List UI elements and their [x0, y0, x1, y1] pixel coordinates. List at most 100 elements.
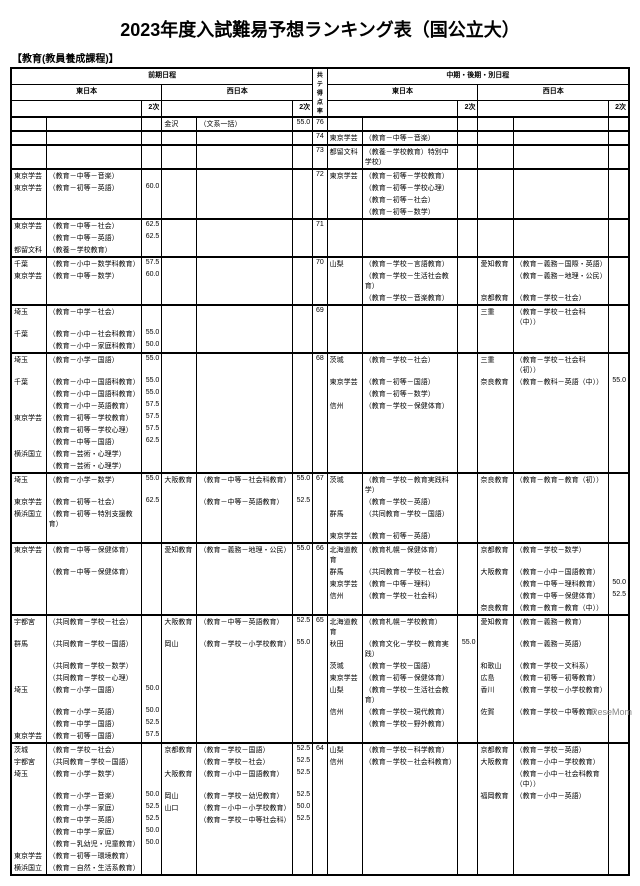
- table-cell: [478, 508, 513, 530]
- table-cell: [608, 566, 629, 578]
- table-cell: [608, 270, 629, 292]
- table-cell: 東京学芸: [327, 131, 362, 145]
- table-cell: [513, 718, 608, 730]
- table-cell: [362, 424, 457, 436]
- table-cell: 57.5: [141, 257, 162, 270]
- table-cell: （教育－小中－学校教育）: [513, 756, 608, 768]
- table-cell: [457, 718, 478, 730]
- table-cell: [46, 206, 141, 219]
- table-cell: [457, 802, 478, 814]
- table-cell: [292, 292, 313, 305]
- table-cell: [292, 169, 313, 182]
- table-cell: [478, 730, 513, 743]
- table-cell: [197, 602, 292, 615]
- table-cell: （教育－学校－科学教育）: [362, 743, 457, 756]
- table-cell: [327, 460, 362, 473]
- table-cell: （共同教育－学校－数学）: [46, 660, 141, 672]
- table-cell: [327, 182, 362, 194]
- table-cell: [513, 838, 608, 850]
- table-cell: [197, 566, 292, 578]
- table-cell: [362, 862, 457, 875]
- table-cell: [11, 826, 46, 838]
- table-cell: （教育－教育－教育（中））: [513, 602, 608, 615]
- table-cell: [162, 244, 197, 257]
- table-cell: [11, 232, 46, 244]
- table-cell: [313, 730, 327, 743]
- table-cell: 55.0: [292, 543, 313, 566]
- table-cell: （教育－初等－初等教育）: [513, 672, 608, 684]
- table-cell: [478, 145, 513, 169]
- table-cell: [457, 460, 478, 473]
- table-cell: [327, 768, 362, 790]
- table-cell: 50.0: [141, 340, 162, 353]
- table-cell: 北海道教育: [327, 543, 362, 566]
- table-cell: [457, 660, 478, 672]
- table-cell: [162, 706, 197, 718]
- table-cell: [46, 602, 141, 615]
- table-cell: [141, 206, 162, 219]
- table-cell: [162, 400, 197, 412]
- table-cell: （教養－学校教育）特別中学校）: [362, 145, 457, 169]
- table-cell: 大阪教育: [162, 473, 197, 496]
- table-cell: [292, 578, 313, 590]
- table-cell: [292, 826, 313, 838]
- table-cell: [11, 206, 46, 219]
- table-cell: 62.5: [141, 496, 162, 508]
- table-cell: [11, 131, 46, 145]
- table-cell: [141, 292, 162, 305]
- table-cell: [162, 219, 197, 232]
- table-cell: [292, 424, 313, 436]
- header-exam-3: 2次: [457, 100, 478, 117]
- table-cell: [292, 838, 313, 850]
- table-cell: （教育－学校－野外教育）: [362, 718, 457, 730]
- table-cell: [141, 145, 162, 169]
- table-cell: [362, 448, 457, 460]
- table-cell: （教育－教育－教育（初））: [513, 473, 608, 496]
- table-cell: [292, 305, 313, 328]
- table-cell: [11, 660, 46, 672]
- table-cell: [327, 424, 362, 436]
- table-cell: [478, 448, 513, 460]
- table-cell: [313, 578, 327, 590]
- table-cell: [478, 530, 513, 543]
- table-cell: [608, 802, 629, 814]
- table-cell: 京都教育: [478, 543, 513, 566]
- table-cell: （教育－中等－英語教育）: [197, 615, 292, 638]
- table-cell: [327, 826, 362, 838]
- table-cell: [608, 543, 629, 566]
- table-cell: （教育－初等－学校教育）: [362, 169, 457, 182]
- table-cell: [292, 244, 313, 257]
- table-cell: 東京学芸: [327, 530, 362, 543]
- table-cell: [292, 602, 313, 615]
- table-cell: [362, 730, 457, 743]
- table-cell: 奈良教育: [478, 376, 513, 388]
- table-cell: 都留文科: [327, 145, 362, 169]
- table-cell: [197, 590, 292, 602]
- table-cell: [313, 244, 327, 257]
- table-cell: [608, 244, 629, 257]
- table-cell: 愛知教育: [162, 543, 197, 566]
- table-cell: [197, 340, 292, 353]
- table-cell: 埼玉: [11, 305, 46, 328]
- table-cell: [197, 838, 292, 850]
- table-cell: [313, 660, 327, 672]
- table-cell: [292, 672, 313, 684]
- table-cell: [608, 838, 629, 850]
- table-cell: [46, 117, 141, 131]
- table-cell: [457, 602, 478, 615]
- table-cell: （教育－学校－音楽教育）: [362, 292, 457, 305]
- table-cell: [197, 328, 292, 340]
- table-cell: [608, 602, 629, 615]
- table-cell: [197, 388, 292, 400]
- table-cell: [608, 862, 629, 875]
- table-cell: （共同教育－学校－国語）: [46, 638, 141, 660]
- table-cell: [162, 182, 197, 194]
- table-cell: [327, 602, 362, 615]
- table-cell: [313, 530, 327, 543]
- table-cell: [608, 768, 629, 790]
- table-cell: （教育－小中－国語科教育）: [46, 376, 141, 388]
- table-cell: [11, 424, 46, 436]
- table-cell: 千葉: [11, 376, 46, 388]
- table-cell: 60.0: [141, 270, 162, 292]
- table-cell: （教育－小中－家庭科教育）: [46, 340, 141, 353]
